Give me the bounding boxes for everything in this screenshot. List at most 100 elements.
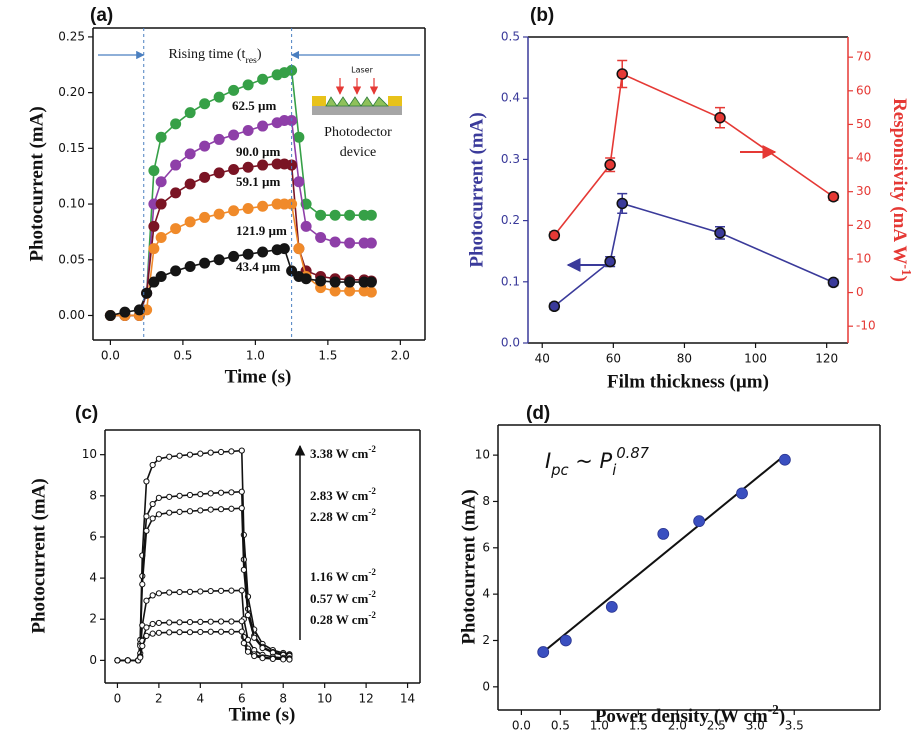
series-name: 2.28 W cm bbox=[310, 509, 369, 524]
data-point bbox=[155, 231, 167, 243]
data-point bbox=[124, 657, 131, 664]
x-tick-label: 1.0 bbox=[246, 349, 265, 363]
data-point bbox=[213, 254, 225, 266]
series-label: 59.1 µm bbox=[236, 174, 280, 189]
data-point bbox=[199, 257, 211, 269]
data-point bbox=[184, 260, 196, 272]
y-tick-label: 4 bbox=[482, 587, 490, 601]
data-point bbox=[104, 309, 116, 321]
series-name: 90.0 µm bbox=[236, 144, 280, 159]
series-name: 2.83 W cm bbox=[310, 488, 369, 503]
data-point bbox=[238, 587, 245, 594]
data-point bbox=[197, 507, 204, 514]
inset-electrode bbox=[312, 96, 326, 106]
data-point bbox=[197, 588, 204, 595]
data-point bbox=[242, 79, 254, 91]
data-point bbox=[315, 231, 327, 243]
data-point bbox=[280, 656, 287, 663]
data-point bbox=[176, 492, 183, 499]
y-tick-label: 0.4 bbox=[501, 91, 520, 105]
data-point bbox=[213, 91, 225, 103]
inset-base bbox=[312, 106, 402, 115]
data-point bbox=[693, 515, 706, 528]
data-point bbox=[186, 491, 194, 499]
data-point bbox=[293, 243, 305, 255]
data-point bbox=[143, 632, 150, 639]
y-tick-label: 0.05 bbox=[58, 252, 85, 266]
y-tick-label: 0.3 bbox=[501, 152, 520, 166]
data-point bbox=[293, 176, 305, 188]
series-name: 43.4 µm bbox=[236, 259, 280, 274]
data-point bbox=[228, 84, 240, 96]
y-axis-title: Photocurrent (mA) bbox=[26, 106, 47, 261]
x-axis-title: Time (s) bbox=[225, 366, 292, 387]
data-point bbox=[176, 452, 183, 459]
data-point bbox=[365, 209, 377, 221]
data-point bbox=[244, 612, 252, 619]
series-line bbox=[553, 202, 834, 307]
data-point bbox=[170, 265, 182, 277]
data-point bbox=[143, 513, 150, 520]
data-point bbox=[149, 630, 156, 637]
y-tick-label: 8 bbox=[89, 488, 97, 502]
series-label: 0.57 W cm-2 bbox=[310, 589, 376, 606]
data-point bbox=[199, 140, 211, 152]
x-tick-label: 12 bbox=[358, 692, 373, 706]
data-point bbox=[197, 628, 204, 636]
data-point bbox=[238, 447, 245, 454]
data-point bbox=[244, 648, 252, 655]
data-point bbox=[166, 589, 173, 596]
series-label: 3.38 W cm-2 bbox=[310, 444, 376, 461]
data-point bbox=[186, 629, 194, 636]
data-point bbox=[228, 628, 235, 635]
data-point bbox=[228, 489, 235, 496]
data-point bbox=[259, 644, 266, 652]
data-point bbox=[213, 167, 225, 179]
series-name: 0.28 W cm bbox=[310, 612, 369, 627]
series-label: 43.4 µm bbox=[236, 259, 280, 274]
data-point bbox=[616, 68, 628, 80]
fit-annotation: Ipc ~ Pi0.87 bbox=[545, 445, 650, 479]
data-point bbox=[143, 624, 150, 631]
data-point bbox=[251, 634, 258, 641]
data-point bbox=[155, 494, 162, 501]
panel-label: (b) bbox=[530, 5, 554, 26]
y-tick-label: 0.0 bbox=[501, 336, 520, 350]
panel-label: (c) bbox=[75, 403, 98, 424]
data-point bbox=[257, 246, 269, 258]
x-axis-title: Time (s) bbox=[229, 704, 296, 725]
series-label: 0.28 W cm-2 bbox=[310, 610, 376, 627]
y-tick-label: 2 bbox=[89, 612, 97, 626]
data-point bbox=[176, 508, 183, 515]
x-tick-label: 0.0 bbox=[512, 719, 531, 731]
data-point bbox=[166, 493, 173, 500]
x-tick-label: 14 bbox=[400, 692, 415, 706]
x-tick-label: 80 bbox=[677, 352, 692, 366]
x-tick-label: 6 bbox=[238, 692, 246, 706]
data-point bbox=[149, 592, 156, 599]
data-point bbox=[207, 506, 214, 513]
x-tick-label: 2.0 bbox=[391, 349, 410, 363]
series-label: 90.0 µm bbox=[236, 144, 280, 159]
series-name: 3.38 W cm bbox=[310, 446, 369, 461]
data-point bbox=[605, 600, 618, 613]
y-tick-label: 0 bbox=[89, 653, 97, 667]
y-axis-title: Photocurrent (mA) bbox=[28, 478, 49, 633]
data-point bbox=[184, 178, 196, 190]
data-point bbox=[170, 118, 182, 130]
data-point bbox=[155, 131, 167, 143]
data-point bbox=[228, 505, 235, 512]
y2-tick-label: 20 bbox=[856, 218, 871, 232]
data-point bbox=[155, 629, 162, 636]
series-name: 121.9 µm bbox=[236, 223, 287, 238]
data-point bbox=[217, 506, 225, 513]
data-point bbox=[604, 255, 616, 268]
data-point bbox=[604, 159, 616, 171]
y-axis-title: Photocurrent (mA) bbox=[458, 489, 479, 644]
data-point bbox=[217, 448, 225, 456]
data-point bbox=[149, 620, 156, 628]
data-point bbox=[170, 187, 182, 199]
x-tick-label: 0.5 bbox=[173, 349, 192, 363]
data-point bbox=[242, 161, 254, 173]
data-point bbox=[207, 490, 214, 497]
